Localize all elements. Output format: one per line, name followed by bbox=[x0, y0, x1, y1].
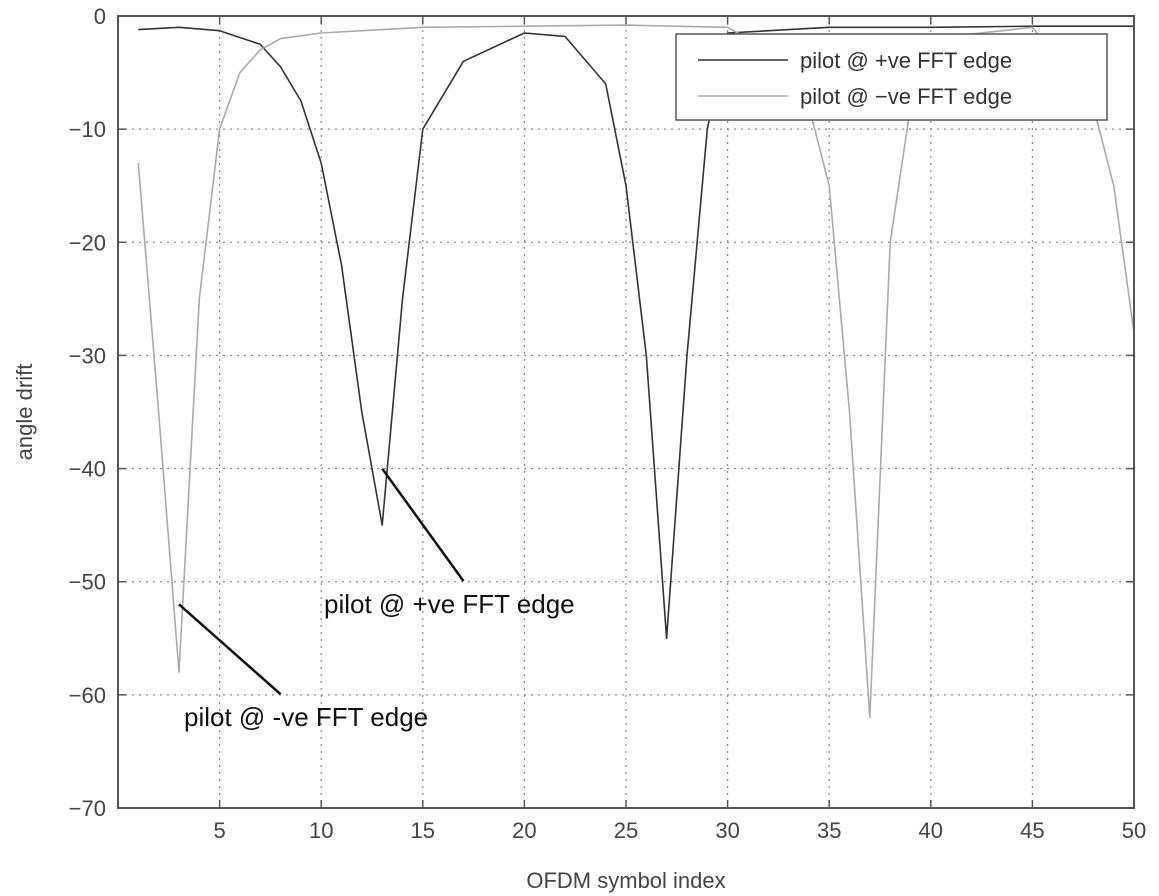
y-tick-label: −40 bbox=[69, 457, 106, 482]
y-tick-label: −60 bbox=[69, 683, 106, 708]
x-tick-label: 20 bbox=[512, 818, 536, 843]
legend: pilot @ +ve FFT edge pilot @ −ve FFT edg… bbox=[676, 34, 1107, 120]
y-tick-label: −20 bbox=[69, 230, 106, 255]
y-tick-label: 0 bbox=[94, 4, 106, 29]
legend-label-minus: pilot @ −ve FFT edge bbox=[800, 84, 1012, 109]
x-tick-label: 40 bbox=[919, 818, 943, 843]
x-tick-label: 15 bbox=[411, 818, 435, 843]
x-tick-label: 35 bbox=[817, 818, 841, 843]
y-tick-label: −10 bbox=[69, 117, 106, 142]
annotation-label-plus: pilot @ +ve FFT edge bbox=[324, 589, 575, 619]
y-tick-label: −30 bbox=[69, 343, 106, 368]
x-tick-label: 45 bbox=[1020, 818, 1044, 843]
x-tick-label: 5 bbox=[213, 818, 225, 843]
y-tick-label: −50 bbox=[69, 570, 106, 595]
x-tick-label: 30 bbox=[715, 818, 739, 843]
annotation-label-minus: pilot @ -ve FFT edge bbox=[184, 702, 428, 732]
y-tick-label: −70 bbox=[69, 796, 106, 821]
y-axis-label: angle drift bbox=[12, 364, 37, 461]
x-axis-label: OFDM symbol index bbox=[526, 868, 725, 893]
x-tick-label: 25 bbox=[614, 818, 638, 843]
legend-label-plus: pilot @ +ve FFT edge bbox=[800, 48, 1012, 73]
x-tick-label: 10 bbox=[309, 818, 333, 843]
x-tick-label: 50 bbox=[1122, 818, 1146, 843]
